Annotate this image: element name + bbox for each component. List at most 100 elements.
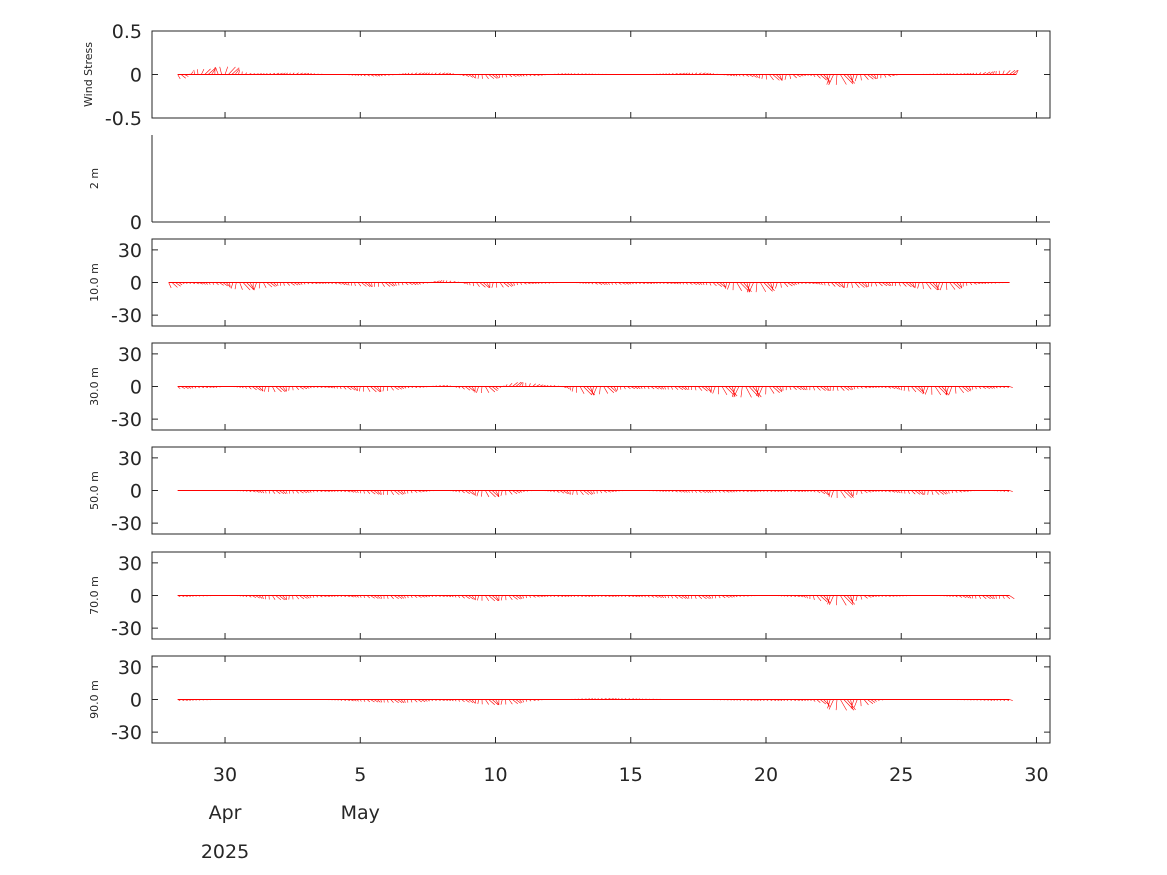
x-tick-label: 10	[483, 764, 507, 786]
stick-vector	[272, 595, 276, 600]
x-tick-label: 25	[889, 764, 913, 786]
stick-vector	[733, 386, 740, 398]
stick-vector	[230, 282, 234, 289]
stick-vector	[477, 595, 479, 601]
stick-vector	[766, 282, 775, 292]
stick-vector	[366, 386, 371, 392]
stick-vector	[599, 386, 601, 395]
stick-vector	[468, 699, 474, 704]
stick-vector	[677, 386, 684, 390]
stick-vector	[828, 490, 831, 497]
stick-vector	[498, 74, 501, 78]
stick-vector	[358, 386, 361, 392]
stick-vector	[769, 386, 775, 394]
stick-vector	[586, 490, 593, 495]
stick-vector	[756, 386, 760, 397]
stick-vector	[863, 699, 869, 706]
stick-vector	[712, 386, 716, 394]
stick-vector	[835, 699, 838, 711]
y-tick-label: 30	[118, 448, 142, 470]
stick-vector	[225, 282, 231, 288]
stick-vector	[275, 386, 282, 393]
stick-vector	[390, 490, 394, 495]
stick-vector	[512, 382, 518, 387]
stick-vector	[382, 386, 385, 392]
stick-vector	[356, 386, 358, 392]
stick-vector	[593, 386, 598, 395]
stick-vector	[840, 595, 847, 606]
stick-vector	[464, 386, 471, 391]
stick-vector	[908, 282, 915, 288]
stick-vector	[781, 74, 784, 81]
y-tick-label: -30	[111, 722, 142, 744]
stick-vector	[400, 699, 405, 703]
stick-vector	[215, 66, 219, 75]
stick-vector	[171, 282, 178, 288]
stick-vector	[586, 386, 596, 396]
y-axis-label: 2 m	[88, 168, 101, 189]
stick-vector	[823, 490, 829, 496]
stick-vector	[488, 699, 495, 705]
stick-vector	[922, 282, 924, 289]
stick-vector	[965, 386, 971, 392]
stick-vector	[613, 386, 618, 392]
stick-vector	[285, 490, 288, 494]
stick-vector	[1009, 70, 1016, 75]
stick-vector	[376, 386, 382, 393]
stick-vector	[775, 74, 783, 81]
stick-vector	[488, 74, 495, 79]
stick-vector	[373, 490, 380, 495]
stick-vector	[760, 282, 767, 292]
stick-vector	[681, 595, 687, 599]
stick-vector	[925, 282, 932, 290]
y-axis-label: 10.0 m	[88, 263, 101, 302]
stick-vector	[802, 386, 806, 391]
stick-vector	[518, 699, 523, 703]
stick-vector	[907, 386, 910, 392]
stick-vector	[813, 386, 815, 391]
stick-vector	[840, 386, 845, 391]
stick-vector	[278, 386, 286, 392]
stick-vector	[752, 386, 762, 398]
y-tick-label: 0	[130, 377, 142, 399]
stick-vector	[854, 74, 858, 82]
stick-vector	[515, 595, 521, 600]
stick-vector	[576, 490, 578, 495]
stick-vector	[853, 699, 858, 708]
stick-vector	[769, 74, 774, 81]
panel-6: 30 0 -30 90.0 m	[88, 655, 1051, 744]
stick-vector	[512, 699, 518, 704]
stick-vector	[255, 386, 261, 391]
stick-vector	[826, 490, 830, 496]
stick-vector	[694, 386, 697, 391]
stick-vector	[500, 595, 503, 601]
stick-vector	[606, 386, 615, 394]
stick-vector	[855, 595, 858, 602]
stick-vector	[583, 386, 592, 395]
stick-vector	[816, 699, 821, 703]
stick-vector	[911, 386, 917, 393]
stick-vector	[888, 282, 892, 286]
y-tick-label: 0.5	[112, 21, 142, 43]
stick-vector	[499, 282, 504, 288]
stick-vector	[740, 386, 743, 398]
stick-vector	[712, 282, 717, 287]
stick-vector	[850, 386, 854, 390]
stick-vector	[789, 386, 792, 390]
stick-vector	[761, 74, 763, 80]
stick-vector	[748, 282, 754, 293]
y-tick-label: 30	[118, 344, 142, 366]
stick-vector	[728, 386, 738, 397]
stick-vector	[779, 74, 783, 81]
stick-vector	[471, 74, 476, 79]
stick-vector	[819, 699, 826, 705]
stick-vector	[929, 282, 938, 290]
stick-vector	[927, 490, 929, 495]
stick-vector	[914, 282, 917, 289]
stick-vector	[397, 490, 403, 495]
stick-vector	[775, 282, 778, 289]
stick-vector	[937, 282, 940, 291]
stick-vector	[282, 386, 287, 392]
stick-vector	[867, 699, 874, 704]
